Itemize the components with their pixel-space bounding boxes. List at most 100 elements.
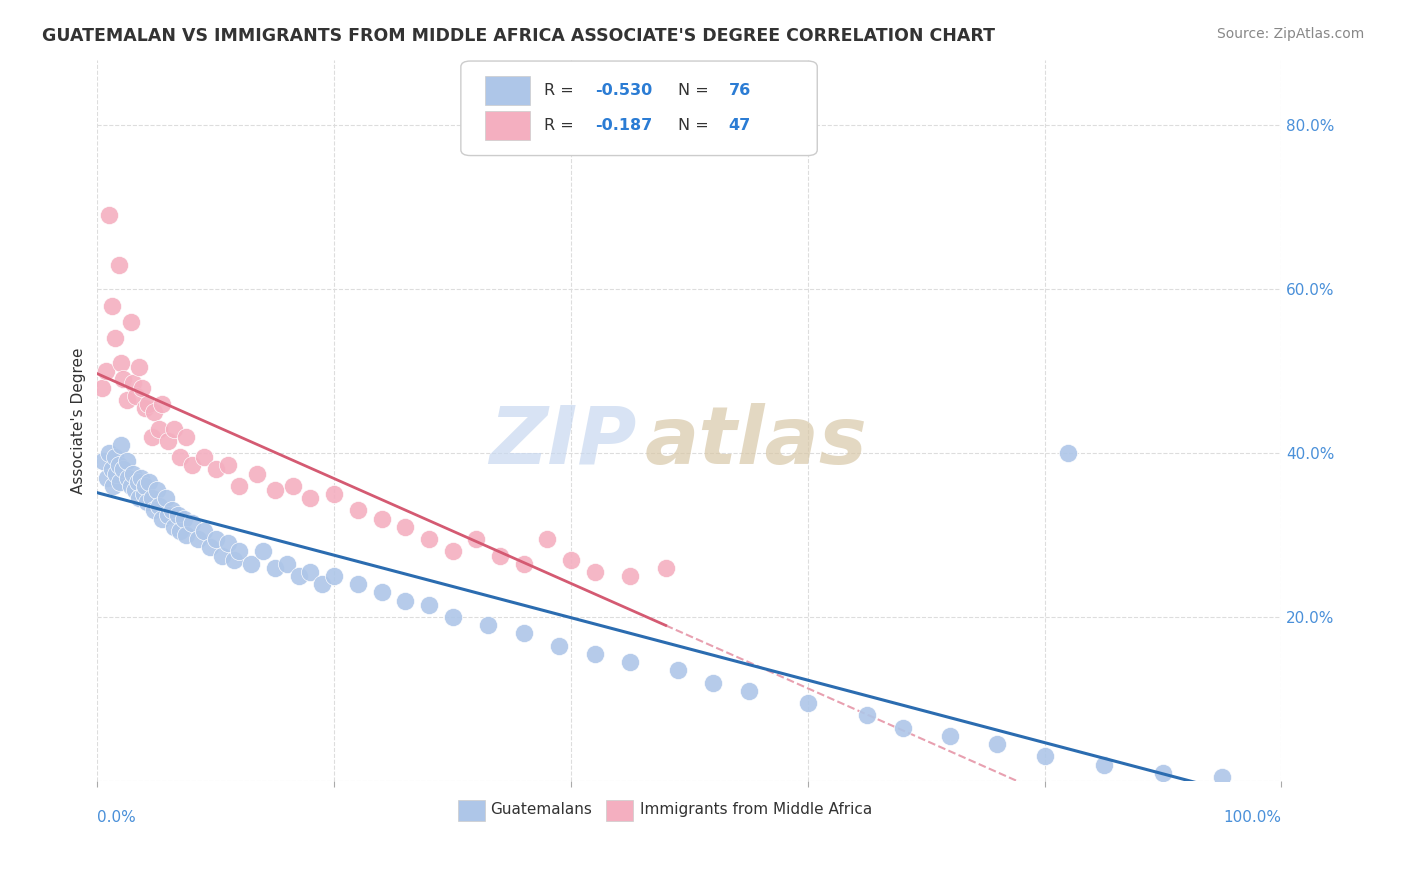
Text: Immigrants from Middle Africa: Immigrants from Middle Africa <box>640 803 872 817</box>
Point <box>489 549 512 563</box>
Point <box>281 479 304 493</box>
Point <box>228 479 250 493</box>
Point <box>167 508 190 522</box>
Text: atlas: atlas <box>644 403 868 481</box>
Point <box>117 471 139 485</box>
Text: GUATEMALAN VS IMMIGRANTS FROM MIDDLE AFRICA ASSOCIATE'S DEGREE CORRELATION CHART: GUATEMALAN VS IMMIGRANTS FROM MIDDLE AFR… <box>42 27 995 45</box>
Point <box>240 557 263 571</box>
Point <box>181 516 204 530</box>
Point <box>136 495 159 509</box>
Text: Guatemalans: Guatemalans <box>491 803 592 817</box>
Point <box>702 675 724 690</box>
Point <box>222 552 245 566</box>
Point <box>101 479 124 493</box>
Text: N =: N = <box>678 83 713 98</box>
Point <box>169 450 191 465</box>
Point <box>465 532 488 546</box>
Point <box>98 208 121 222</box>
Point <box>441 544 464 558</box>
Point <box>104 450 127 465</box>
Text: 76: 76 <box>728 83 751 98</box>
Point <box>160 503 183 517</box>
Point <box>129 471 152 485</box>
Point <box>110 438 132 452</box>
Point <box>104 331 127 345</box>
Point <box>204 532 226 546</box>
Point <box>141 491 163 506</box>
Point <box>1211 770 1233 784</box>
Point <box>143 503 166 517</box>
Point <box>141 430 163 444</box>
Point <box>548 639 571 653</box>
Point <box>560 552 582 566</box>
FancyBboxPatch shape <box>461 61 817 155</box>
Point <box>347 503 370 517</box>
Text: -0.187: -0.187 <box>595 118 652 133</box>
Point <box>394 593 416 607</box>
Point <box>131 380 153 394</box>
Point <box>173 511 195 525</box>
Point <box>174 430 197 444</box>
Text: N =: N = <box>678 118 713 133</box>
Point <box>120 479 142 493</box>
Text: 0.0%: 0.0% <box>97 810 136 825</box>
Point <box>228 544 250 558</box>
Point <box>619 655 641 669</box>
Point <box>94 364 117 378</box>
Point <box>287 569 309 583</box>
Text: ZIP: ZIP <box>489 403 636 481</box>
Point <box>122 467 145 481</box>
Point <box>115 454 138 468</box>
Point <box>105 467 128 481</box>
Point <box>323 569 346 583</box>
Point <box>477 618 499 632</box>
Point <box>108 475 131 489</box>
Point <box>217 536 239 550</box>
Point <box>211 549 233 563</box>
Point <box>107 458 129 473</box>
Point <box>370 585 392 599</box>
Point <box>583 647 606 661</box>
Point <box>136 397 159 411</box>
Point <box>128 491 150 506</box>
Point <box>264 561 287 575</box>
Text: R =: R = <box>544 118 579 133</box>
Point <box>148 421 170 435</box>
Point <box>152 397 174 411</box>
Point <box>91 380 114 394</box>
Point <box>512 557 534 571</box>
Point <box>939 729 962 743</box>
Point <box>157 508 180 522</box>
Point <box>125 389 148 403</box>
Point <box>163 421 186 435</box>
Point <box>91 454 114 468</box>
Point <box>370 511 392 525</box>
Point <box>115 392 138 407</box>
Y-axis label: Associate's Degree: Associate's Degree <box>72 347 86 493</box>
Point <box>148 500 170 514</box>
Point <box>145 483 167 497</box>
Point <box>134 401 156 415</box>
Point <box>654 561 676 575</box>
Point <box>666 663 689 677</box>
Point <box>152 511 174 525</box>
Point <box>169 524 191 538</box>
Bar <box>485 76 530 105</box>
Point <box>124 483 146 497</box>
Point <box>193 450 215 465</box>
Point <box>122 376 145 391</box>
Point <box>246 467 269 481</box>
Point <box>441 610 464 624</box>
Bar <box>606 800 633 821</box>
Point <box>512 626 534 640</box>
Point <box>157 434 180 448</box>
Point <box>120 315 142 329</box>
Point <box>299 491 322 506</box>
Point <box>347 577 370 591</box>
Point <box>311 577 333 591</box>
Point <box>1092 757 1115 772</box>
Point <box>155 491 177 506</box>
Point <box>891 721 914 735</box>
Bar <box>485 111 530 140</box>
Point <box>1033 749 1056 764</box>
